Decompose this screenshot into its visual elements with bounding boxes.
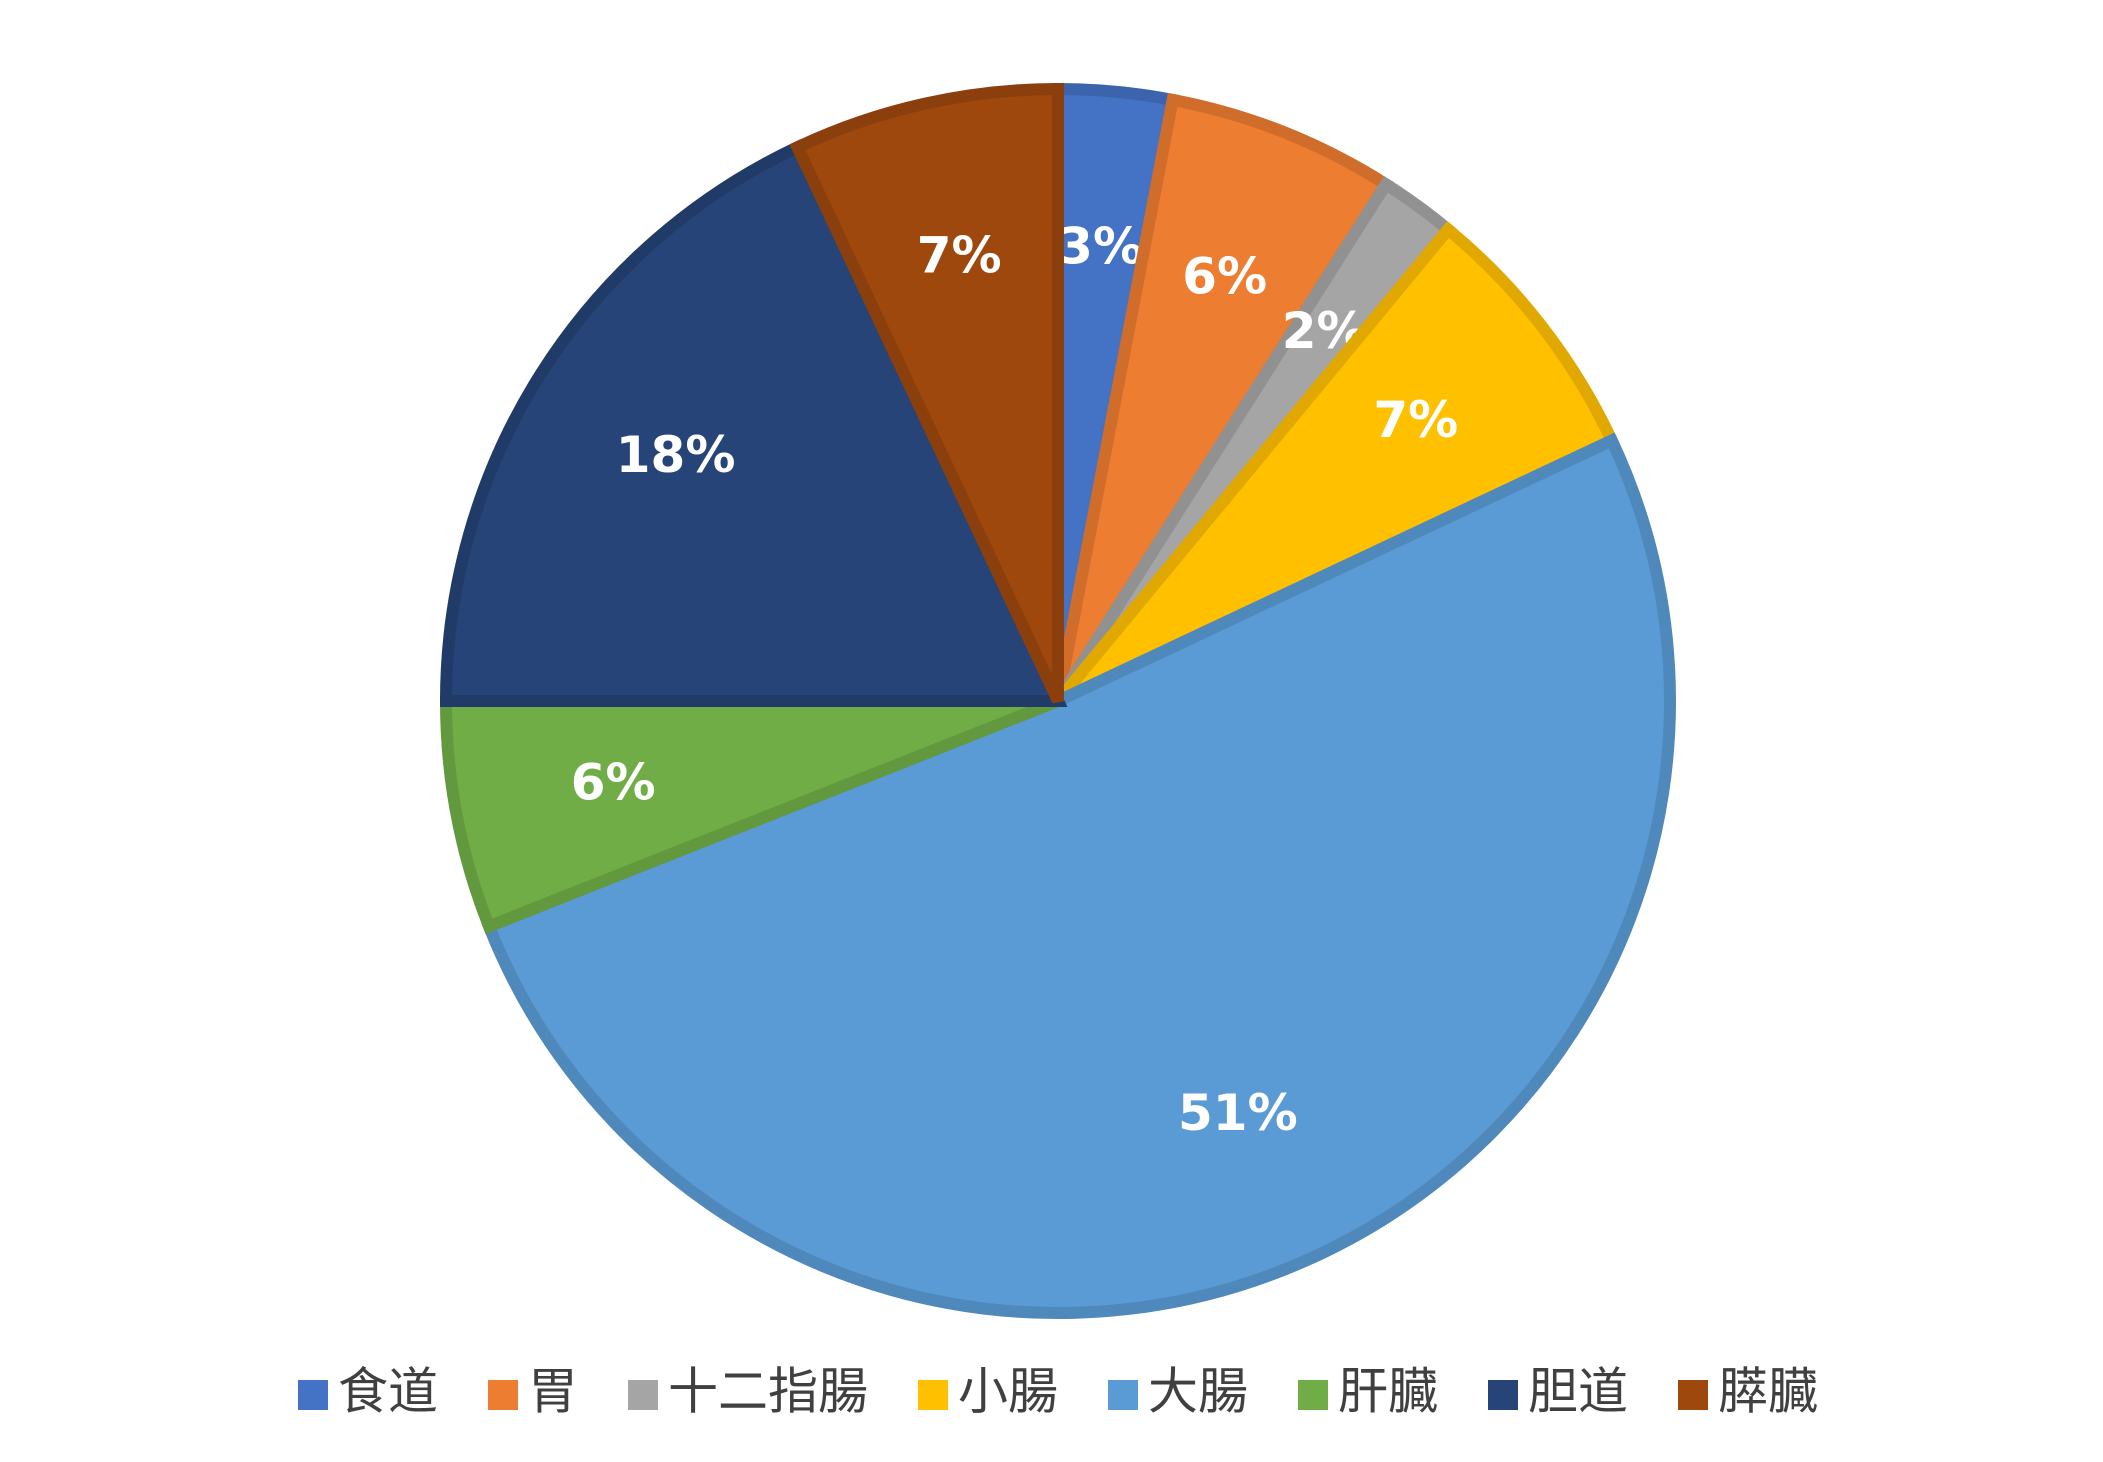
data-label: 3% [1058, 218, 1143, 276]
legend-swatch [918, 1380, 948, 1410]
legend-swatch [1678, 1380, 1708, 1410]
slice-edge [1052, 92, 1395, 705]
slice-edge [439, 695, 1061, 935]
pie-slice [481, 432, 1677, 1320]
legend-label: 肝臓 [1338, 1363, 1438, 1421]
legend-label: 胃 [528, 1363, 578, 1421]
legend-label: 大腸 [1148, 1363, 1248, 1421]
data-label: 18% [616, 426, 736, 484]
legend-swatch [1488, 1380, 1518, 1410]
data-label: 51% [1178, 1084, 1298, 1142]
legend-swatch [298, 1380, 328, 1410]
slice-edge [439, 139, 1068, 707]
legend-swatch [1298, 1380, 1328, 1410]
legend-label: 胆道 [1528, 1363, 1628, 1421]
pie-slice [1053, 220, 1620, 707]
pie-slice [439, 139, 1068, 707]
legend-swatch [1108, 1380, 1138, 1410]
data-label: 6% [1182, 247, 1267, 305]
legend-swatch [628, 1380, 658, 1410]
legend-swatch [488, 1380, 518, 1410]
data-label: 6% [571, 753, 656, 811]
legend-label: 膵臓 [1718, 1363, 1818, 1421]
slice-edge [789, 82, 1064, 704]
slice-edge [481, 432, 1677, 1320]
data-label: 7% [917, 227, 1002, 285]
pie-slice [439, 695, 1061, 935]
slice-edge [1053, 220, 1620, 707]
legend-label: 小腸 [958, 1363, 1058, 1421]
legend-label: 十二指腸 [668, 1363, 868, 1421]
data-label: 7% [1373, 391, 1458, 449]
pie-slice [789, 82, 1064, 704]
legend-label: 食道 [338, 1363, 438, 1421]
pie-slice [1052, 92, 1395, 705]
